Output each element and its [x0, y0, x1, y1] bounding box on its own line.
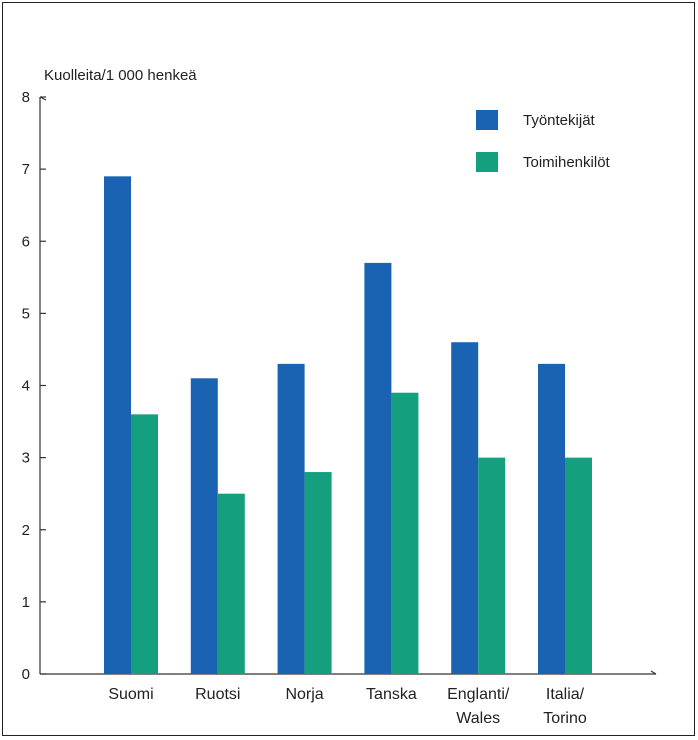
bar: [364, 262, 392, 674]
legend: Työntekijät Toimihenkilöt: [476, 110, 611, 172]
x-tick-label: Ruotsi: [195, 686, 240, 703]
bar: [565, 457, 592, 674]
y-tick-label: 1: [22, 594, 30, 611]
y-tick-label: 6: [22, 233, 30, 250]
bar: [131, 414, 158, 674]
bar: [190, 378, 218, 674]
x-tick-label: Tanska: [366, 686, 417, 703]
bar: [538, 363, 565, 674]
bar: [104, 176, 131, 674]
bar: [391, 392, 419, 674]
legend-label: Työntekijät: [523, 112, 596, 129]
bar: [304, 472, 332, 674]
bar: [217, 493, 245, 674]
y-tick-label: 5: [22, 305, 30, 322]
y-axis-label: Kuolleita/1 000 henkeä: [44, 67, 197, 84]
x-tick-labels: Suomi Ruotsi Norja Tanska Englanti/Wales Ital…: [108, 686, 587, 727]
bar: [478, 457, 506, 674]
y-tick-label: 3: [22, 450, 30, 467]
bar: [451, 342, 479, 674]
legend-label: Toimihenkilöt: [523, 154, 611, 171]
x-tick-label: Torino: [543, 710, 587, 727]
bar: [277, 363, 305, 674]
x-tick-label: Englanti/: [447, 686, 510, 703]
y-tick-label: 2: [22, 522, 30, 539]
y-tick-label: 8: [22, 89, 30, 106]
y-tick-label: 7: [22, 161, 30, 178]
x-tick-label: Suomi: [108, 686, 153, 703]
legend-swatch: [476, 110, 498, 130]
bars: [104, 176, 592, 674]
y-tick-label: 0: [22, 666, 30, 683]
x-tick-label: Norja: [285, 686, 323, 703]
x-tick-label: Wales: [456, 710, 500, 727]
y-tick-label: 4: [22, 378, 30, 395]
legend-swatch: [476, 152, 498, 172]
x-axis-arrow: [650, 670, 657, 675]
x-tick-label: Italia/: [546, 686, 585, 703]
